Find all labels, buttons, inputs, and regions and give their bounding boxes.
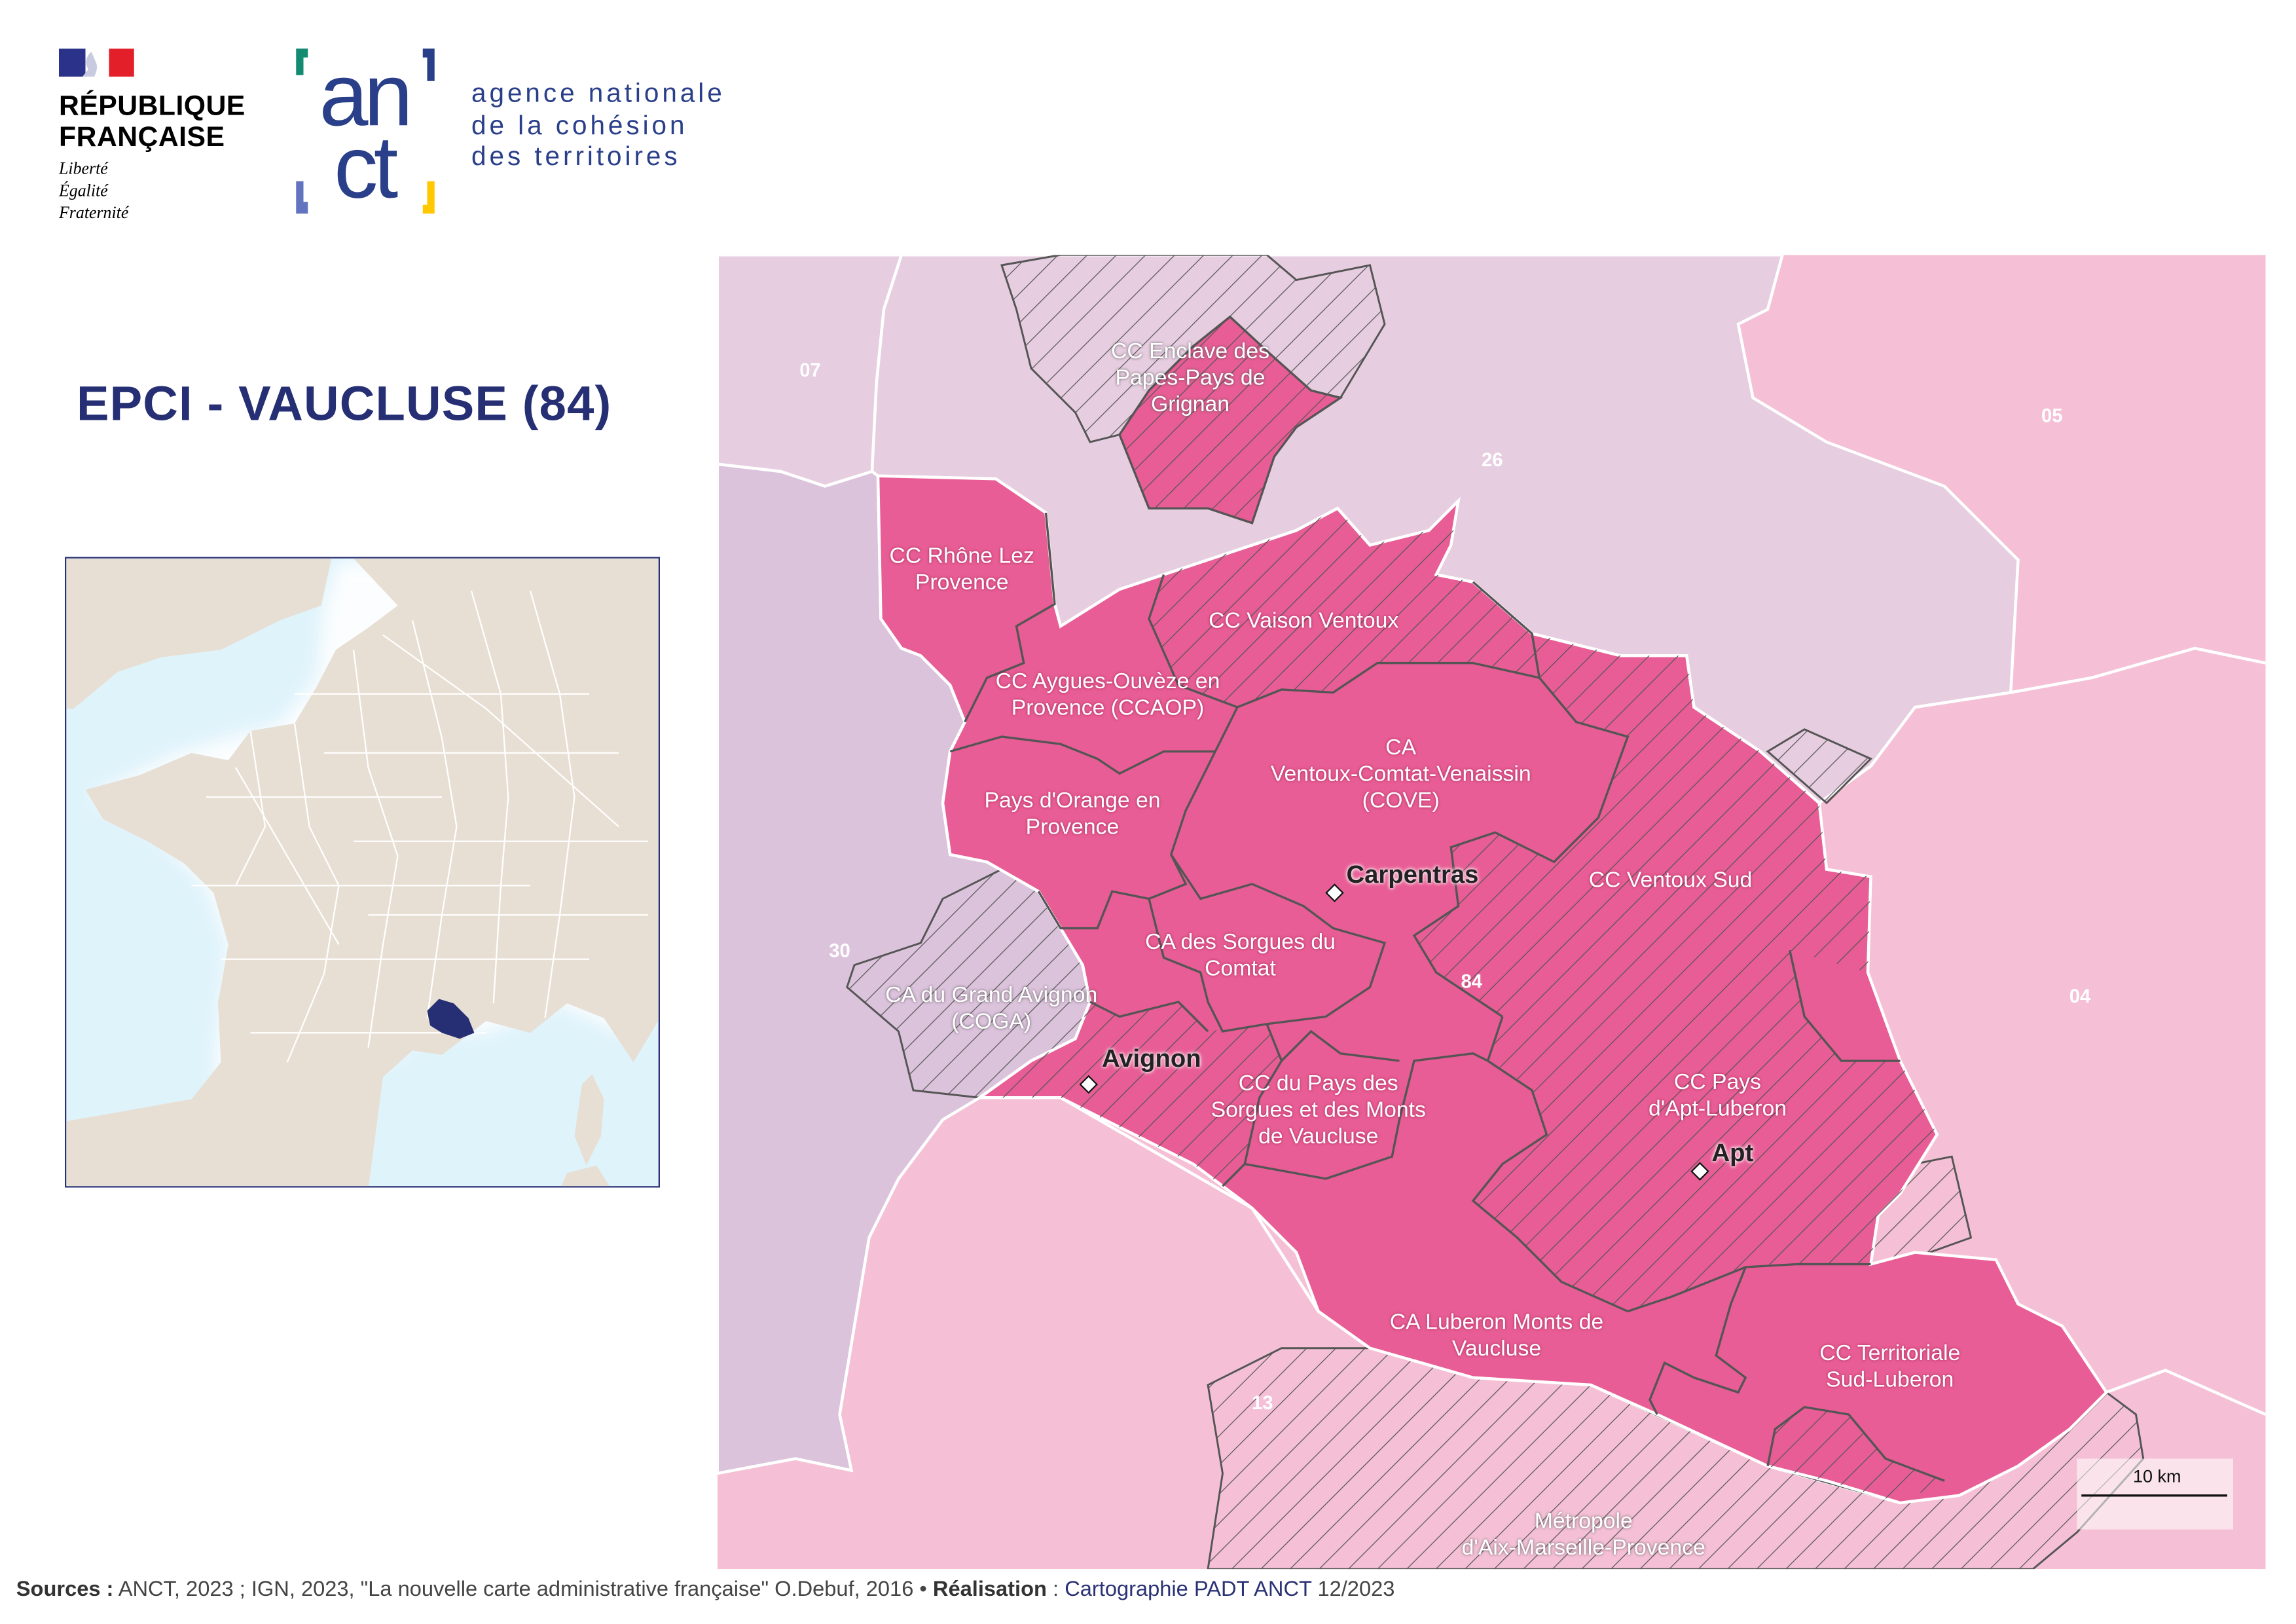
anct-logo: an ct bbox=[293, 45, 438, 217]
scale-bar-label: 10 km bbox=[2133, 1466, 2181, 1487]
anct-logo-mark: an ct bbox=[296, 45, 435, 217]
anct-name: agence nationale de la cohésion des terr… bbox=[471, 78, 725, 173]
scale-bar-box bbox=[2077, 1458, 2233, 1530]
grand-avignon-hatch bbox=[979, 1002, 1282, 1187]
department-label: 13 bbox=[1251, 1392, 1273, 1414]
marianne-flag-icon bbox=[59, 48, 134, 77]
epci-label-rhone-lez: CC Rhône Lez Provence bbox=[889, 544, 1034, 595]
department-border-04-13 bbox=[2105, 1369, 2266, 1416]
realisation-label: Réalisation bbox=[932, 1578, 1047, 1602]
svg-text:an: an bbox=[319, 46, 409, 145]
epci-label-enclave-des-papes: CC Enclave des Papes-Pays de Grignan bbox=[1110, 339, 1270, 417]
anct-name-line: des territoires bbox=[471, 141, 681, 171]
department-label: 07 bbox=[799, 358, 821, 381]
realisation-separator: : bbox=[1046, 1578, 1065, 1602]
inset-land-corsica bbox=[574, 1074, 604, 1166]
epci-label-luberon-monts: CA Luberon Monts de Vaucluse bbox=[1389, 1310, 1604, 1361]
epci-label-sud-luberon: CC Territoriale Sud-Luberon bbox=[1819, 1340, 1961, 1393]
epci-label-grand-avignon: CA du Grand Avignon (COGA) bbox=[885, 982, 1098, 1035]
main-map bbox=[717, 255, 2266, 1570]
epci-label-pays-d-orange: Pays d'Orange en Provence bbox=[984, 788, 1161, 840]
realisation-org: Cartographie PADT ANCT bbox=[1065, 1578, 1312, 1602]
inset-land-continent bbox=[66, 558, 659, 1187]
epci-label-ventoux-sud: CC Ventoux Sud bbox=[1588, 868, 1753, 893]
epci-borders bbox=[949, 512, 1945, 1482]
epci-label-sorgues-du-comtat: CA des Sorgues du Comtat bbox=[1145, 929, 1336, 982]
ventoux-sud-hatch bbox=[1414, 633, 1871, 1017]
department-label: 26 bbox=[1481, 449, 1503, 471]
epci-label-vaison-ventoux: CC Vaison Ventoux bbox=[1209, 608, 1399, 634]
francaise-line: FRANÇAISE bbox=[59, 122, 225, 153]
department-label: 04 bbox=[2069, 985, 2091, 1007]
page-title: EPCI - VAUCLUSE (84) bbox=[77, 375, 612, 430]
republique-francaise-logo: RÉPUBLIQUE FRANÇAISE Liberté Égalité Fra… bbox=[59, 48, 246, 225]
city-label-carpentras: Carpentras bbox=[1346, 860, 1479, 889]
drome-east-hatched-area bbox=[1766, 728, 1873, 805]
inset-land-sardinia bbox=[561, 1165, 610, 1187]
inset-vaucluse-highlight bbox=[427, 999, 475, 1039]
inset-map-france bbox=[65, 557, 660, 1188]
epci-label-metropole-aix-marseille: Métropole d'Aix-Marseille-Provence bbox=[1461, 1509, 1705, 1560]
epci-label-ccaop: CC Aygues-Ouvèze en Provence (CCAOP) bbox=[995, 669, 1220, 721]
valreas-enclave-hatch bbox=[1120, 316, 1341, 523]
republique-line: RÉPUBLIQUE bbox=[59, 91, 246, 122]
city-label-apt: Apt bbox=[1711, 1139, 1754, 1167]
sud-luberon-south-hatch bbox=[1768, 1407, 1944, 1503]
motto-liberte: Liberté bbox=[59, 160, 108, 179]
epci-label-pays-des-sorgues: CC du Pays des Sorgues et des Monts de Vau… bbox=[1211, 1071, 1426, 1149]
inset-department-borders bbox=[191, 590, 648, 1063]
department-label: 05 bbox=[2041, 404, 2063, 427]
sources-text: ANCT, 2023 ; IGN, 2023, "La nouvelle car… bbox=[113, 1578, 933, 1602]
department-label: 30 bbox=[829, 939, 850, 962]
apt-luberon-hatch bbox=[1473, 950, 1937, 1312]
epci-label-cove: CA Ventoux-Comtat-Venaissin (COVE) bbox=[1270, 735, 1531, 813]
city-label-avignon: Avignon bbox=[1102, 1044, 1201, 1073]
motto-egalite: Égalité bbox=[59, 183, 108, 200]
sources-footer: Sources : ANCT, 2023 ; IGN, 2023, "La no… bbox=[16, 1578, 1395, 1602]
motto-fraternite: Fraternité bbox=[59, 204, 129, 223]
svg-text:ct: ct bbox=[334, 118, 398, 217]
realisation-date: 12/2023 bbox=[1311, 1578, 1395, 1602]
anct-name-line: de la cohésion bbox=[471, 109, 688, 139]
department-label: 84 bbox=[1461, 970, 1483, 993]
inset-land-britain bbox=[66, 558, 332, 709]
vaison-ventoux-hatch bbox=[1149, 501, 1540, 707]
epci-label-apt-luberon: CC Pays d'Apt-Luberon bbox=[1649, 1069, 1787, 1122]
sources-label: Sources : bbox=[16, 1578, 114, 1602]
anct-name-line: agence nationale bbox=[471, 78, 725, 108]
department-border-05-04 bbox=[2010, 646, 2266, 694]
